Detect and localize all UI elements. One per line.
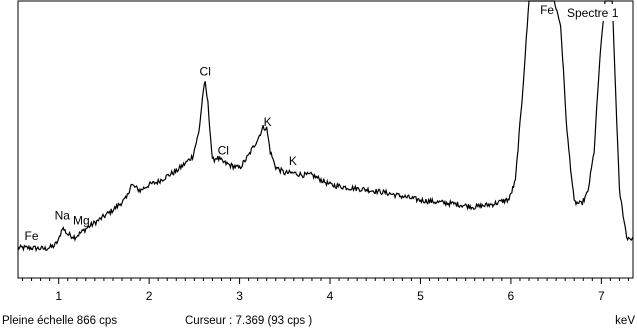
x-tick-label: 3 bbox=[236, 289, 243, 303]
peak-label: K bbox=[289, 154, 297, 168]
peak-label: K bbox=[264, 115, 272, 129]
status-bar: Pleine échelle 866 cps Curseur : 7.369 (… bbox=[2, 313, 635, 329]
x-tick-label: 4 bbox=[327, 289, 334, 303]
peak-label: Cl bbox=[218, 143, 229, 157]
chart-title-bg bbox=[564, 4, 630, 21]
x-tick-label: 2 bbox=[146, 289, 153, 303]
unit-label: keV bbox=[615, 315, 635, 327]
x-tick-label: 6 bbox=[508, 289, 515, 303]
peak-label: Cl bbox=[200, 65, 211, 79]
plot-frame bbox=[17, 0, 634, 279]
cursor-readout: Curseur : 7.369 (93 cps ) bbox=[185, 315, 313, 327]
peak-label: Na bbox=[55, 208, 71, 222]
spectrum-line bbox=[17, 0, 634, 253]
x-axis-ticks: 1 2 3 4 5 6 7 bbox=[22, 278, 629, 303]
full-scale-readout: Pleine échelle 866 cps bbox=[2, 315, 118, 327]
peak-label: Fe bbox=[540, 3, 554, 17]
chart-title: Spectre 1 bbox=[567, 6, 619, 20]
peak-label: Mg bbox=[73, 213, 90, 227]
peak-label: Fe bbox=[25, 229, 39, 243]
x-tick-label: 7 bbox=[598, 289, 605, 303]
x-tick-label: 1 bbox=[55, 289, 62, 303]
x-tick-label: 5 bbox=[417, 289, 424, 303]
